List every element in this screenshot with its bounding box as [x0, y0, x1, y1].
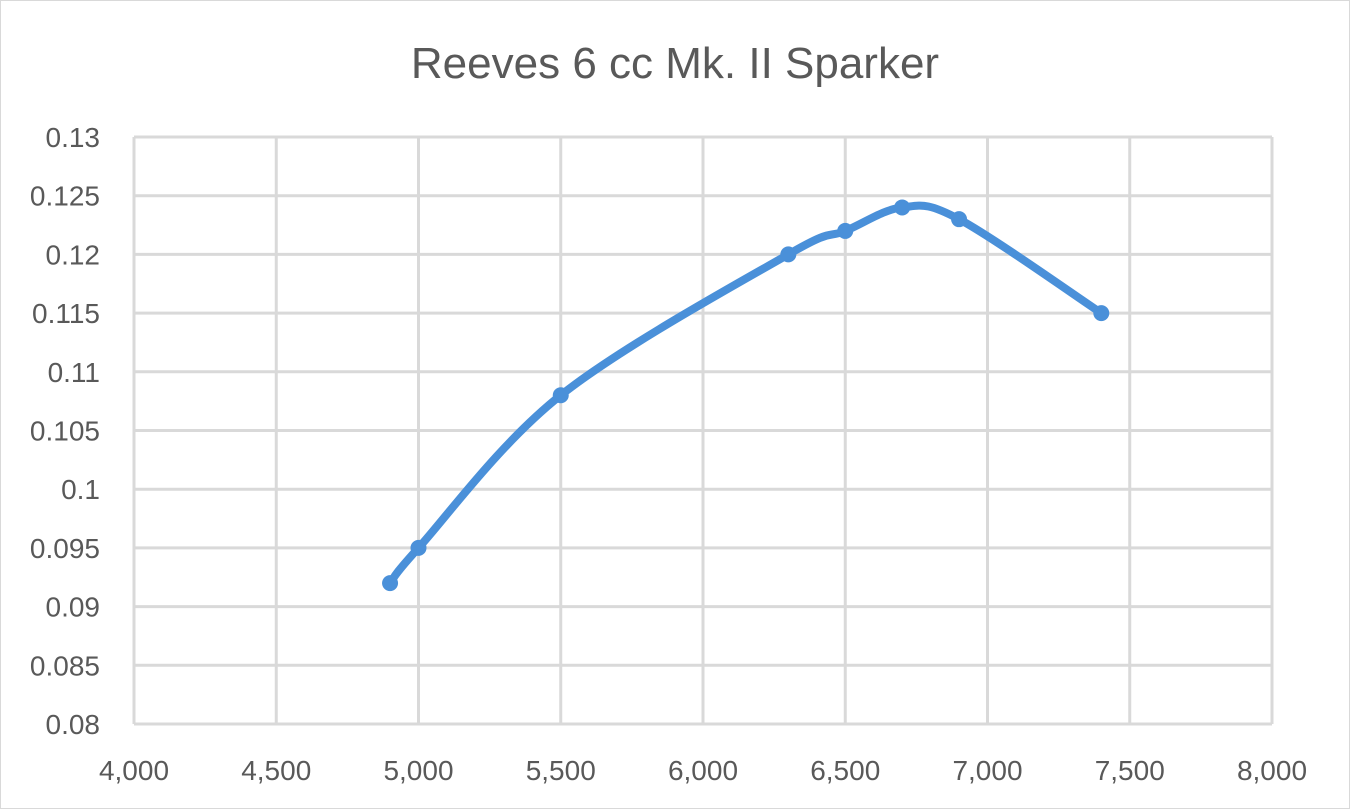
axis-labels: 0.08 0.085 0.09 0.095 0.1 0.105 0.11 0.115 0.12 0… [30, 122, 1307, 786]
chart-title: Reeves 6 cc Mk. II Sparker [410, 39, 940, 88]
x-tick-label: 5,000 [383, 755, 453, 786]
data-point [1093, 305, 1110, 322]
y-tick-label: 0.125 [30, 181, 100, 212]
series-line [386, 201, 1106, 588]
y-tick-label: 0.12 [46, 239, 101, 270]
data-point [382, 575, 399, 592]
y-tick-label: 0.105 [30, 416, 100, 447]
data-point [894, 199, 911, 216]
x-tick-label: 8,000 [1237, 755, 1307, 786]
y-tick-label: 0.09 [46, 592, 101, 623]
x-tick-label: 6,500 [810, 755, 880, 786]
series-layer [382, 199, 1110, 592]
data-point [552, 387, 569, 404]
y-tick-label: 0.085 [30, 650, 100, 681]
y-tick-label: 0.095 [30, 533, 100, 564]
y-tick-label: 0.11 [48, 357, 100, 388]
x-tick-label: 7,000 [952, 755, 1022, 786]
grid-lines [132, 135, 1274, 726]
data-point [780, 246, 797, 263]
data-point [410, 539, 427, 556]
y-tick-label: 0.115 [32, 298, 100, 329]
data-point [951, 211, 968, 228]
y-tick-label: 0.13 [46, 122, 101, 153]
x-tick-label: 5,500 [526, 755, 596, 786]
x-tick-label: 7,500 [1095, 755, 1165, 786]
x-tick-label: 4,000 [99, 755, 169, 786]
x-tick-label: 4,500 [241, 755, 311, 786]
y-tick-label: 0.08 [46, 709, 101, 740]
y-tick-label: 0.1 [61, 474, 100, 505]
data-point [837, 222, 854, 239]
x-tick-label: 6,000 [668, 755, 738, 786]
